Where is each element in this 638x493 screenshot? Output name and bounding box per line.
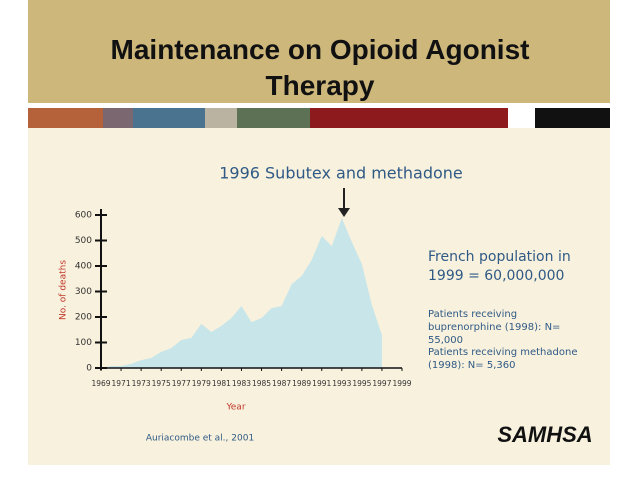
x-tick-label: 1997 (372, 379, 391, 388)
x-tick-label: 1975 (152, 379, 171, 388)
stripe (205, 108, 237, 128)
y-tick-label: 400 (75, 262, 92, 272)
x-tick-label: 1989 (292, 379, 311, 388)
note: French population in 1999 = 60,000,000 (428, 249, 571, 284)
x-axis-label: Year (225, 403, 245, 413)
y-tick-label: 100 (75, 338, 92, 348)
y-tick-label: 300 (75, 287, 92, 297)
y-tick-label: 0 (86, 364, 92, 374)
x-tick-label: 1993 (332, 379, 351, 388)
stripe (103, 108, 133, 128)
x-tick-label: 1995 (352, 379, 371, 388)
x-tick-label: 1979 (192, 379, 211, 388)
y-axis-label: No. of deaths (59, 260, 69, 320)
y-tick-label: 600 (75, 211, 92, 221)
x-tick-label: 1985 (252, 379, 271, 388)
source: Auriacombe et al., 2001 (146, 434, 254, 444)
note: Patients receiving buprenorphine (1998):… (428, 309, 561, 346)
stripe (28, 108, 103, 128)
title-band (28, 0, 610, 103)
note: Patients receiving methadone (1998): N= … (428, 347, 578, 371)
x-tick-label: 1983 (232, 379, 251, 388)
area (101, 218, 382, 368)
stripe (133, 108, 205, 128)
stripe (237, 108, 310, 128)
y-tick-label: 500 (75, 236, 92, 246)
x-tick-label: 1977 (172, 379, 191, 388)
stripe (310, 108, 508, 128)
x-tick-label: 1971 (112, 379, 131, 388)
arrow-head (338, 208, 350, 217)
stripe (535, 108, 610, 128)
x-tick-label: 1981 (212, 379, 231, 388)
x-tick-label: 1999 (392, 379, 411, 388)
title: Maintenance on Opioid Agonist Therapy (110, 34, 530, 101)
x-tick-label: 1987 (272, 379, 291, 388)
y-tick-label: 200 (75, 313, 92, 323)
logo: SAMHSA (497, 422, 592, 447)
annotation: 1996 Subutex and methadone (219, 164, 463, 183)
x-tick-label: 1973 (132, 379, 151, 388)
x-tick-label: 1991 (312, 379, 331, 388)
x-tick-label: 1969 (91, 379, 110, 388)
